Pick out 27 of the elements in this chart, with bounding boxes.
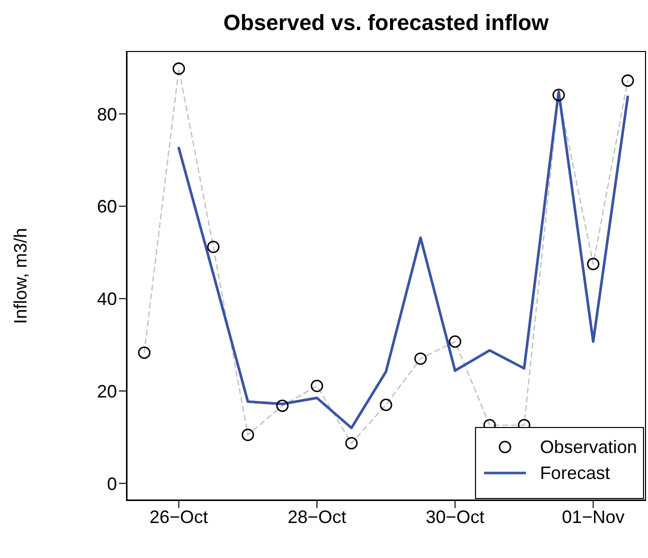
y-tick-label: 80	[96, 104, 117, 124]
point	[345, 436, 358, 450]
point	[207, 240, 220, 254]
point	[622, 74, 634, 87]
y-tick-label: 40	[96, 289, 117, 310]
point	[587, 258, 600, 270]
point	[242, 428, 254, 442]
point	[380, 398, 392, 412]
x-tick-label: 01−Nov	[562, 506, 624, 527]
x-tick-label: 26−Oct	[150, 506, 208, 527]
point	[172, 62, 185, 75]
chart-title: Observed vs. forecasted inflow	[222, 10, 550, 36]
point	[552, 88, 565, 102]
point	[138, 346, 150, 359]
line-series	[178, 90, 630, 430]
x-tick-label: 28−Oct	[288, 506, 346, 527]
point	[448, 335, 462, 348]
y-tick-label: 60	[96, 196, 117, 217]
legend-label: Forecast	[540, 462, 610, 484]
y-tick-label: 20	[96, 381, 117, 402]
point	[276, 400, 289, 412]
point	[414, 352, 427, 365]
y-tick-label: 0	[106, 474, 117, 494]
point	[310, 380, 324, 392]
y-axis-title: Inflow, m3/h	[10, 228, 30, 324]
legend-label: Observation	[540, 436, 637, 458]
x-tick-label: 30−Oct	[426, 506, 484, 527]
